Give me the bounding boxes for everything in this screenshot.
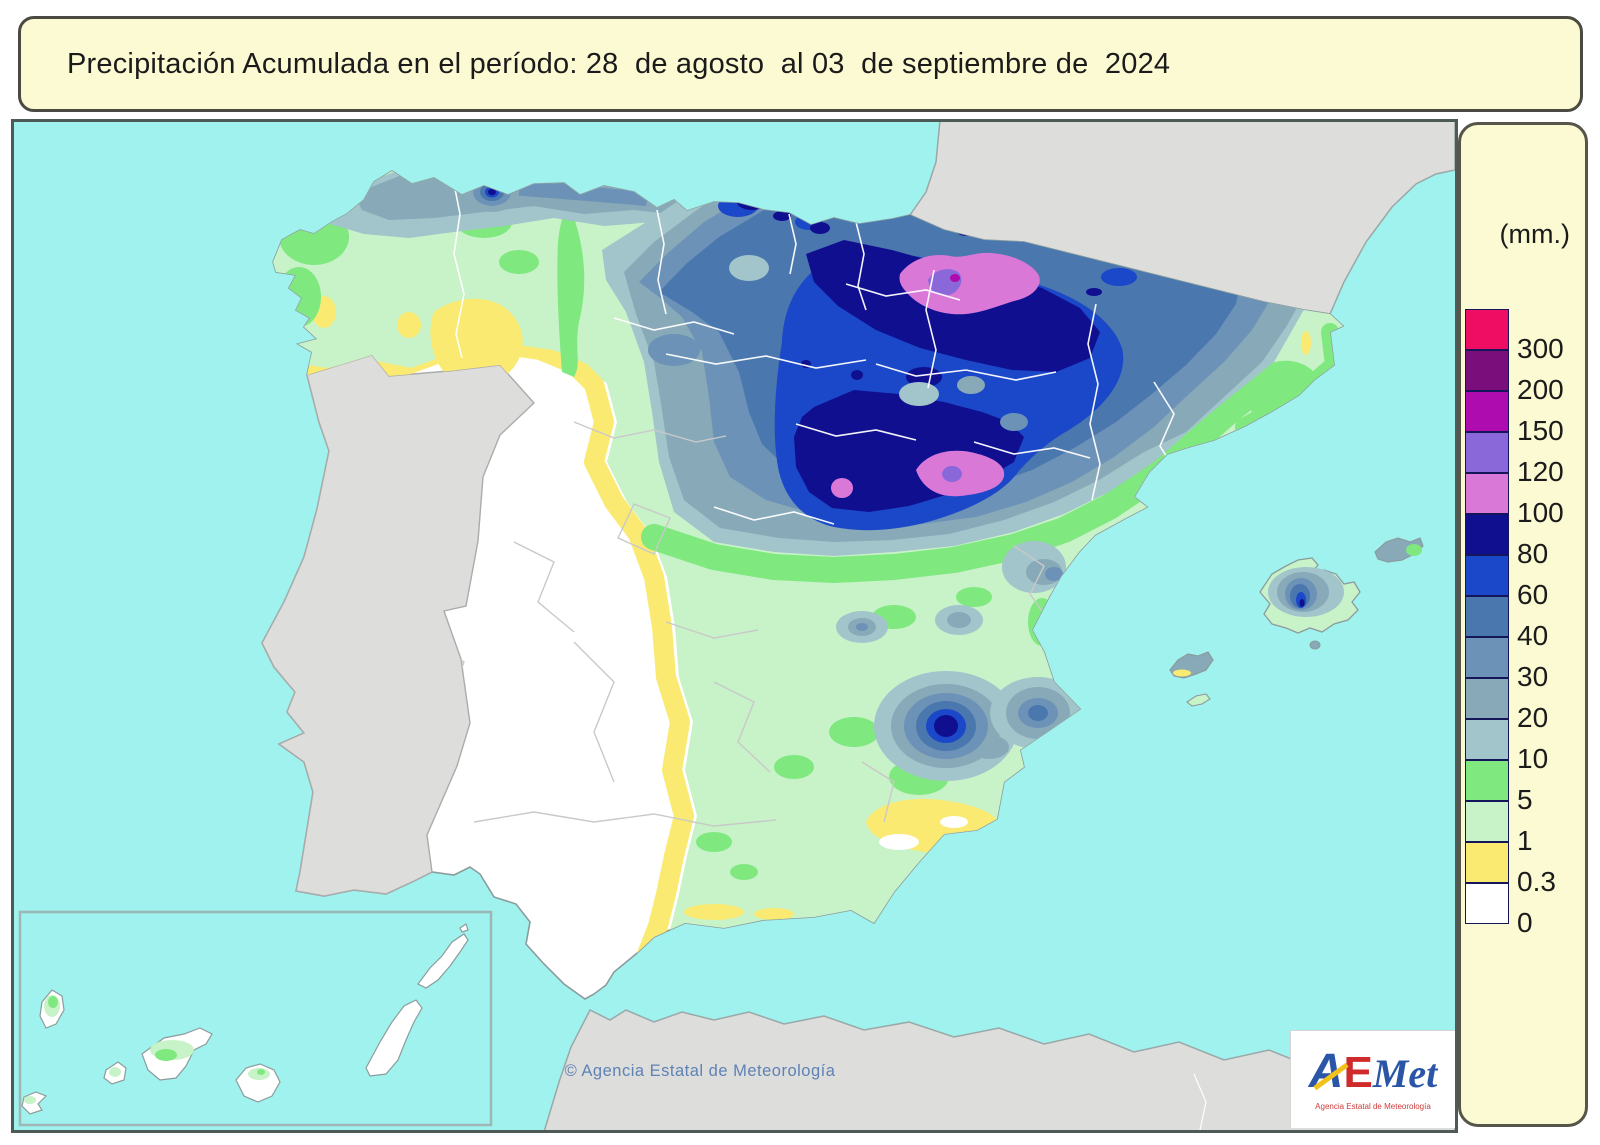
legend-swatch-1 <box>1465 801 1509 842</box>
spot-navy <box>851 370 863 380</box>
legend-swatch-0.3 <box>1465 842 1509 883</box>
legend-swatch-300 <box>1465 309 1509 350</box>
map-title: Precipitación Acumulada en el período: 2… <box>67 47 1171 80</box>
spot-galicia <box>488 188 496 196</box>
dry-hole <box>940 816 968 828</box>
precip-green-granada <box>730 864 758 880</box>
legend-label-80: 80 <box>1517 538 1549 569</box>
spot-albacete <box>934 715 958 737</box>
light-hole <box>1000 413 1028 431</box>
el-hierro-green <box>24 1096 36 1104</box>
copyright-text: © Agencia Estatal de Meteorología <box>564 1062 836 1080</box>
legend-label-40: 40 <box>1517 620 1549 651</box>
legend-label-200: 200 <box>1517 374 1564 405</box>
aemet-logo-subtitle: Agencia Estatal de Meteorología <box>1315 1102 1431 1111</box>
legend-label-120: 120 <box>1517 456 1564 487</box>
cabrera <box>1309 640 1321 650</box>
title-bar: Precipitación Acumulada en el período: 2… <box>18 16 1583 112</box>
legend-swatch-30 <box>1465 637 1509 678</box>
logo-met: Met <box>1372 1051 1438 1096</box>
legend-swatch-120 <box>1465 432 1509 473</box>
precip-100-120-dot <box>989 290 1005 302</box>
legend-label-10: 10 <box>1517 743 1549 774</box>
precip-green-se <box>829 717 879 747</box>
la-graciosa <box>459 923 469 933</box>
spot-navy <box>810 222 830 234</box>
precip-yellow-coast <box>754 908 794 920</box>
legend-swatch-100 <box>1465 473 1509 514</box>
legend-label-150: 150 <box>1517 415 1564 446</box>
balearic-islands <box>1169 537 1424 707</box>
precip-band-150-200 <box>950 274 960 282</box>
spot-60-80 <box>1101 268 1137 286</box>
aemet-logo: AEMet Agencia Estatal de Meteorología <box>1290 1030 1455 1128</box>
spot-cuenca <box>856 623 868 631</box>
la-gomera-green <box>109 1067 121 1077</box>
precip-green-se <box>774 755 814 779</box>
menorca-green <box>1406 544 1422 556</box>
portugal-land <box>261 354 535 897</box>
precipitation-map: © Agencia Estatal de Meteorología AEMet … <box>11 119 1458 1133</box>
logo-letter-e: E <box>1343 1048 1373 1097</box>
legend-swatch-60 <box>1465 555 1509 596</box>
lanzarote <box>417 933 469 989</box>
legend-label-1: 1 <box>1517 825 1533 856</box>
legend-swatch-0 <box>1465 883 1509 924</box>
legend-swatch-80 <box>1465 514 1509 555</box>
precip-green-jaen <box>696 832 732 852</box>
precip-yellow-girona <box>1301 331 1311 355</box>
legend-swatch-10 <box>1465 719 1509 760</box>
precip-green-asturias <box>499 250 539 274</box>
precip-yellow-coast <box>684 904 744 920</box>
precip-band-120-150 <box>942 466 962 482</box>
province-borders-north <box>451 173 1181 525</box>
precip-green-cuenca <box>956 587 992 607</box>
legend-swatch-40 <box>1465 596 1509 637</box>
aemet-wordmark: AEMet <box>1309 1048 1437 1100</box>
precip-green-streak <box>557 207 585 377</box>
gran-canaria-green <box>257 1069 265 1075</box>
precip-band-100-120-navarra <box>899 252 1040 315</box>
precip-yellow-leon <box>430 298 523 385</box>
province-borders-south <box>431 421 1051 827</box>
tenerife-green <box>155 1049 177 1061</box>
light-hole <box>899 382 939 406</box>
legend-label-30: 30 <box>1517 661 1549 692</box>
dry-hole <box>879 834 919 850</box>
legend-label-0.3: 0.3 <box>1517 866 1556 897</box>
light-hole <box>957 376 985 394</box>
africa-border-line <box>1193 1073 1207 1130</box>
legend-label-0: 0 <box>1517 907 1533 938</box>
legend-swatch-20 <box>1465 678 1509 719</box>
legend-label-5: 5 <box>1517 784 1533 815</box>
menorca <box>1374 537 1424 563</box>
spot-navy <box>773 211 791 221</box>
precip-100-120-dot <box>831 478 853 498</box>
legend-label-100: 100 <box>1517 497 1564 528</box>
legend-panel: (mm.) 300 200 150 120 100 80 60 40 30 20 10 5 1 0.3 0 <box>1458 122 1588 1127</box>
legend-unit-label: (mm.) <box>1499 219 1570 249</box>
spot-castellon <box>1045 567 1063 581</box>
legend-swatch-5 <box>1465 760 1509 801</box>
spot-cuenca <box>947 612 971 628</box>
mallorca-rain <box>1299 599 1305 607</box>
legend-label-60: 60 <box>1517 579 1549 610</box>
spot-30-40 <box>648 334 700 366</box>
canary-inset <box>18 910 493 1127</box>
ibiza-yellow <box>1173 669 1191 677</box>
light-hole <box>729 255 769 281</box>
la-palma-green <box>48 996 58 1008</box>
legend-label-300: 300 <box>1517 333 1564 364</box>
spot-navy <box>1086 288 1102 296</box>
map-canvas <box>14 122 1455 1130</box>
legend-swatch-200 <box>1465 350 1509 391</box>
spot-alicante-n <box>1028 705 1048 721</box>
legend-swatch-150 <box>1465 391 1509 432</box>
legend-label-20: 20 <box>1517 702 1549 733</box>
fuerteventura <box>365 999 423 1077</box>
formentera <box>1186 693 1211 707</box>
spot-navy <box>906 367 942 387</box>
precip-yellow-galicia <box>397 312 421 338</box>
